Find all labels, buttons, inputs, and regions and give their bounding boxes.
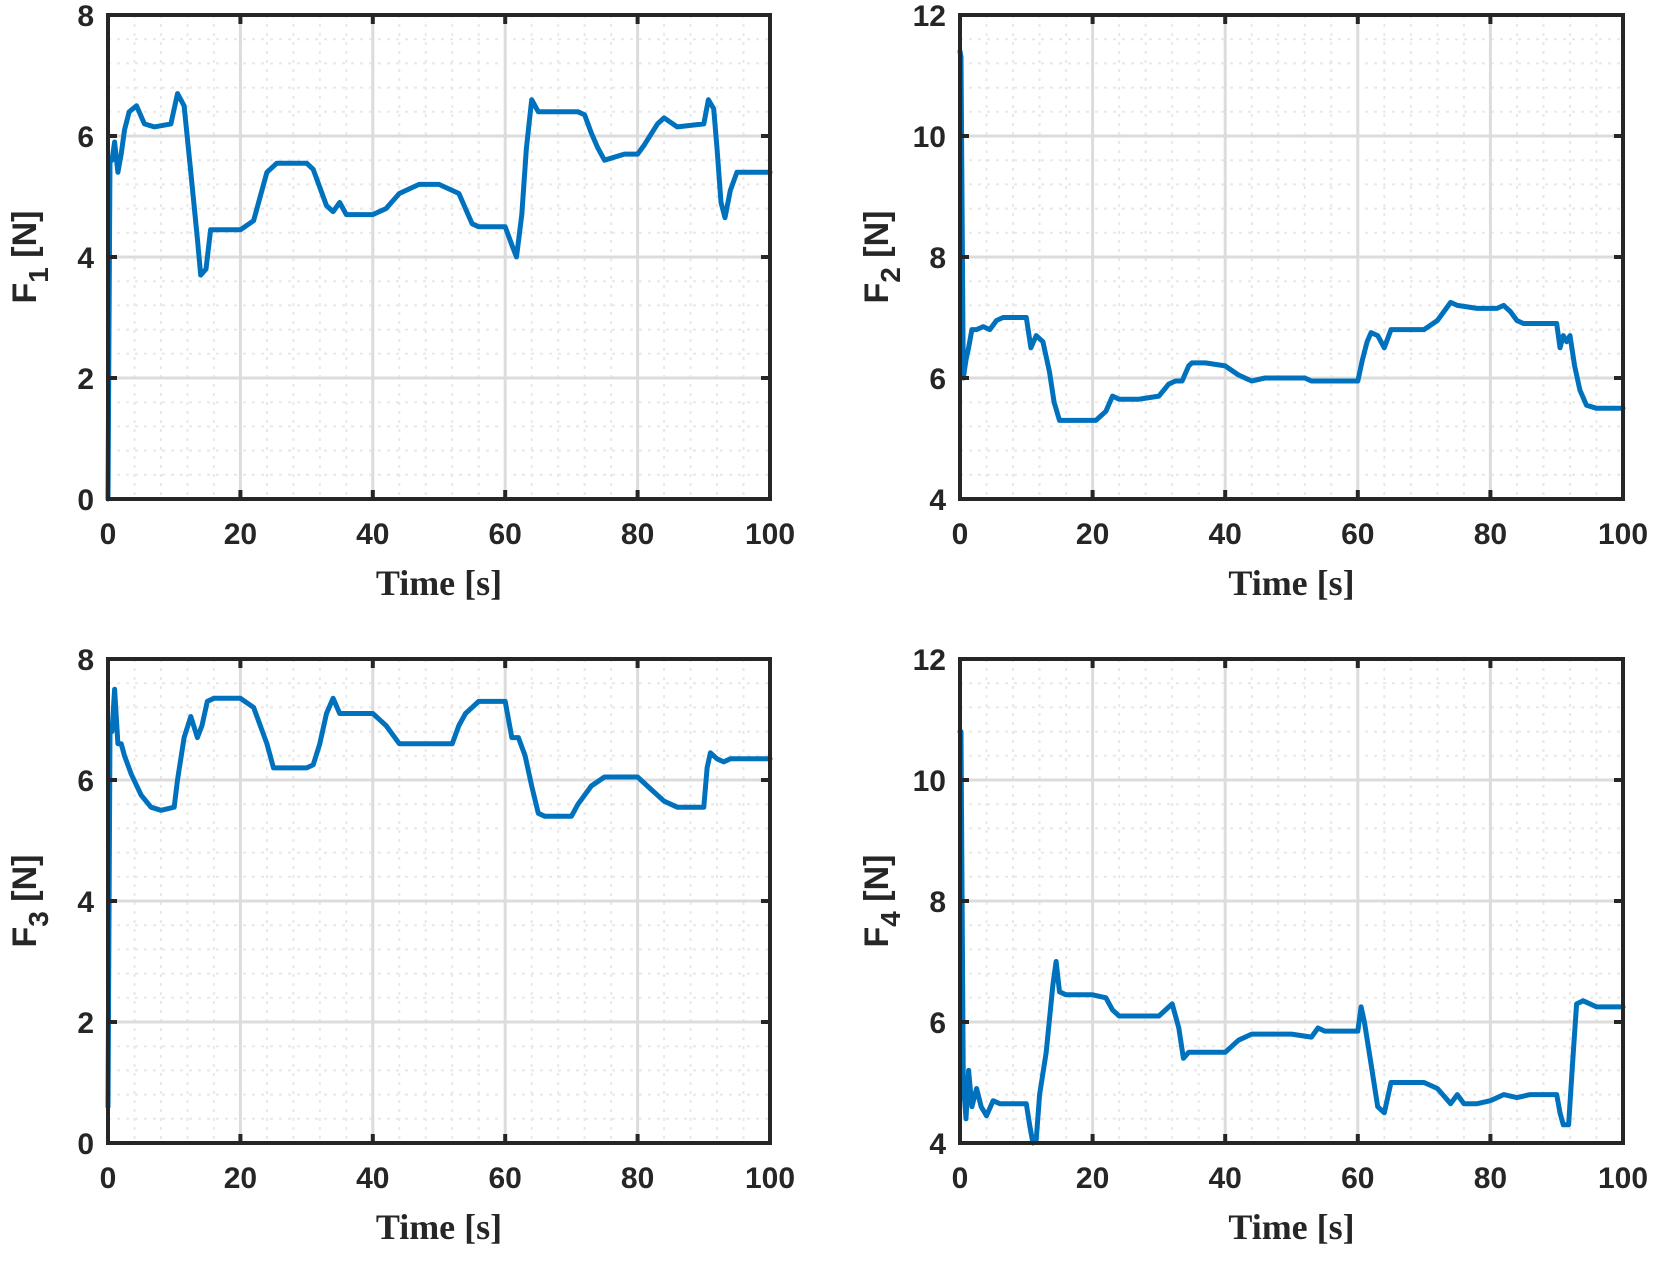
y-tick-label: 4 bbox=[77, 242, 94, 275]
y-tick-label: 8 bbox=[77, 644, 94, 677]
y-axis-label-subscript: 4 bbox=[875, 911, 906, 927]
x-tick-label: 60 bbox=[489, 518, 522, 551]
chart-panel-top-right: 0 20 40 60 80 100 4 6 8 10 12 Time [s] F2 [N] bbox=[858, 0, 1648, 603]
x-tick-label: 100 bbox=[745, 1162, 795, 1195]
series-line-F4 bbox=[957, 729, 1626, 1146]
x-tick-label: 60 bbox=[1341, 518, 1374, 551]
y-tick-label: 6 bbox=[929, 363, 946, 396]
y-tick-label: 4 bbox=[929, 1128, 946, 1161]
x-tick-label: 60 bbox=[489, 1162, 522, 1195]
x-tick-label: 100 bbox=[1598, 518, 1648, 551]
y-axis-label: F1 [N] bbox=[6, 210, 54, 303]
x-tick-label: 20 bbox=[224, 1162, 257, 1195]
x-tick-label: 0 bbox=[952, 1162, 969, 1195]
y-axis-label: F2 [N] bbox=[858, 210, 906, 303]
y-axis-label-subscript: 2 bbox=[875, 267, 906, 283]
y-axis-label-unit: [N] bbox=[6, 854, 44, 911]
y-tick-label: 2 bbox=[77, 1007, 94, 1040]
chart-panel-bottom-left: 0 20 40 60 80 100 0 2 4 6 8 Time [s] F3 [N] bbox=[6, 644, 795, 1247]
x-tick-label: 100 bbox=[1598, 1162, 1648, 1195]
y-axis-label-unit: [N] bbox=[858, 854, 896, 911]
x-tick-label: 0 bbox=[100, 1162, 117, 1195]
y-tick-label: 6 bbox=[77, 765, 94, 798]
x-axis-label: Time [s] bbox=[376, 1207, 502, 1247]
x-tick-label: 80 bbox=[1474, 1162, 1507, 1195]
series-line-F3 bbox=[105, 686, 773, 1110]
x-tick-label: 40 bbox=[356, 1162, 389, 1195]
series-line-F2 bbox=[957, 48, 1626, 423]
y-axis-label-main: F bbox=[858, 927, 896, 948]
x-tick-label: 20 bbox=[1076, 518, 1109, 551]
y-axis-label: F3 [N] bbox=[6, 854, 54, 947]
y-tick-label: 12 bbox=[913, 0, 946, 33]
y-tick-label: 0 bbox=[77, 484, 94, 517]
y-tick-label: 0 bbox=[77, 1128, 94, 1161]
x-axis-label: Time [s] bbox=[1228, 563, 1354, 603]
y-axis-label-subscript: 3 bbox=[23, 911, 54, 927]
x-tick-label: 20 bbox=[224, 518, 257, 551]
x-tick-label: 40 bbox=[1209, 1162, 1242, 1195]
y-tick-label: 8 bbox=[929, 242, 946, 275]
x-tick-label: 40 bbox=[356, 518, 389, 551]
y-tick-label: 2 bbox=[77, 363, 94, 396]
y-axis-label: F4 [N] bbox=[858, 854, 906, 947]
chart-panel-top-left: 0 20 40 60 80 100 0 2 4 6 8 Time [s] F1 [N] bbox=[6, 0, 795, 603]
x-tick-label: 80 bbox=[621, 518, 654, 551]
y-axis-label-unit: [N] bbox=[858, 210, 896, 267]
y-tick-label: 6 bbox=[77, 121, 94, 154]
y-tick-label: 4 bbox=[77, 886, 94, 919]
x-tick-label: 0 bbox=[952, 518, 969, 551]
y-axis-label-main: F bbox=[858, 283, 896, 304]
y-axis-label-subscript: 1 bbox=[23, 267, 54, 283]
x-tick-label: 80 bbox=[1474, 518, 1507, 551]
x-axis-label: Time [s] bbox=[1228, 1207, 1354, 1247]
y-axis-label-unit: [N] bbox=[6, 210, 44, 267]
y-tick-label: 10 bbox=[913, 121, 946, 154]
x-axis-label: Time [s] bbox=[376, 563, 502, 603]
y-tick-label: 12 bbox=[913, 644, 946, 677]
series-line-F1 bbox=[105, 91, 773, 502]
y-tick-label: 10 bbox=[913, 765, 946, 798]
x-tick-label: 60 bbox=[1341, 1162, 1374, 1195]
y-axis-label-main: F bbox=[6, 927, 44, 948]
x-tick-label: 20 bbox=[1076, 1162, 1109, 1195]
y-tick-label: 6 bbox=[929, 1007, 946, 1040]
x-tick-label: 100 bbox=[745, 518, 795, 551]
y-tick-label: 8 bbox=[929, 886, 946, 919]
y-tick-label: 8 bbox=[77, 0, 94, 33]
y-axis-label-main: F bbox=[6, 283, 44, 304]
y-tick-label: 4 bbox=[929, 484, 946, 517]
x-tick-label: 80 bbox=[621, 1162, 654, 1195]
x-tick-label: 0 bbox=[100, 518, 117, 551]
x-tick-label: 40 bbox=[1209, 518, 1242, 551]
